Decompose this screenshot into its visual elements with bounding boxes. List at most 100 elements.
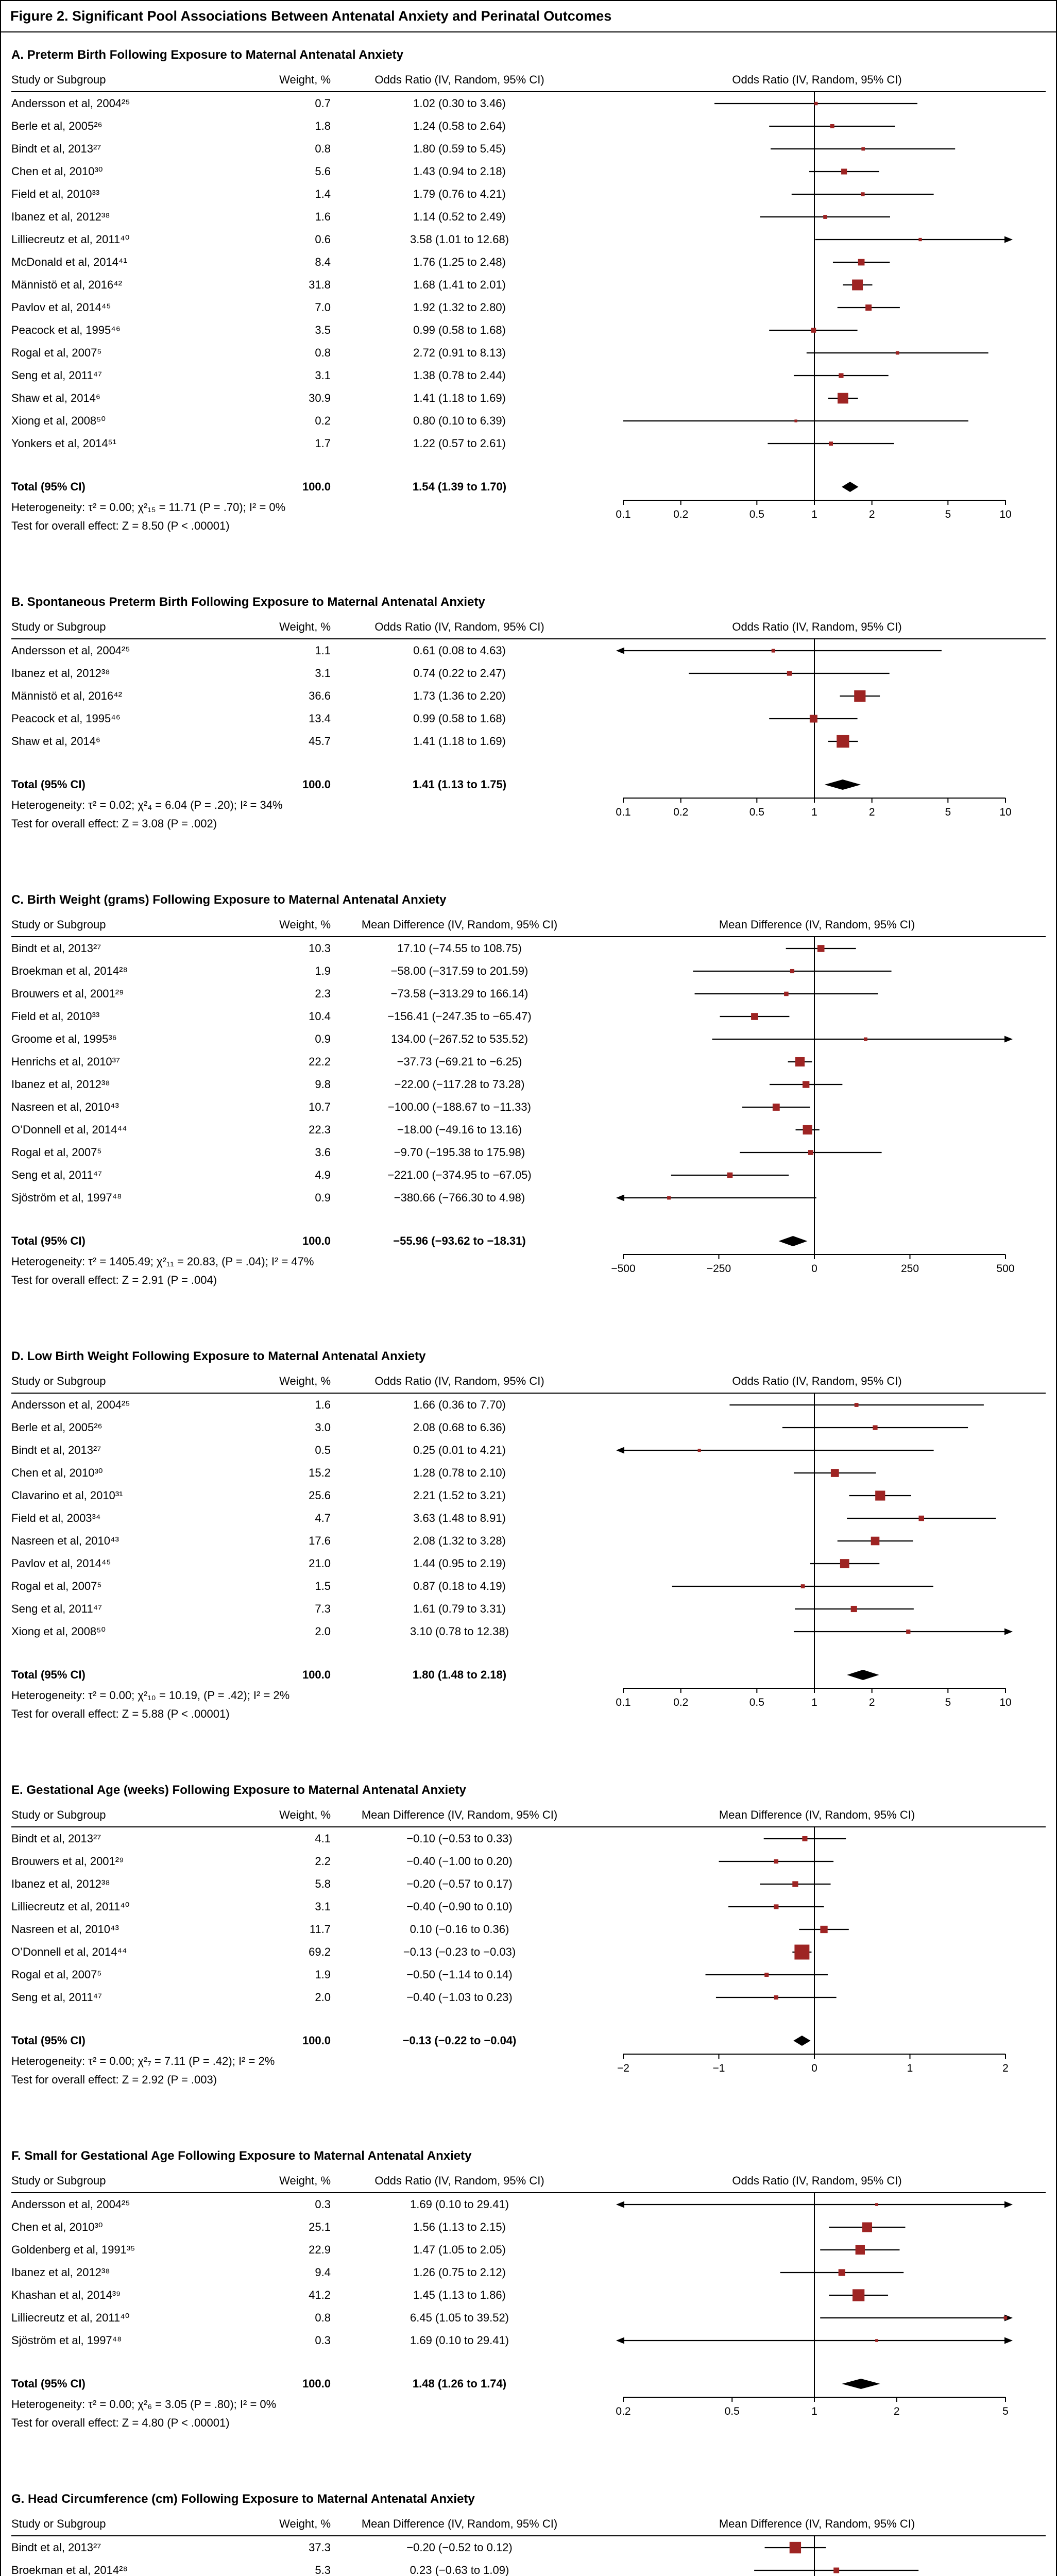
study-weight: 7.0 [315, 300, 331, 314]
total-effect: 1.54 (1.39 to 1.70) [412, 480, 507, 493]
study-name: McDonald et al, 2014⁴¹ [11, 255, 127, 268]
overall-test-text: Test for overall effect: Z = 2.91 (P = .… [11, 1274, 217, 1286]
study-effect: 1.14 (0.52 to 2.49) [413, 210, 506, 223]
forest-plot-E: −2 −1 0 1 2 [617, 1827, 1009, 2074]
study-name: Chen et al, 2010³⁰ [11, 164, 103, 178]
study-row: Brouwers et al, 2001²⁹ 2.3 −73.58 (−313.29… [11, 982, 1046, 1005]
study-effect: 1.43 (0.94 to 2.18) [413, 164, 506, 178]
study-name: Field et al, 2010³³ [11, 187, 100, 200]
column-header-study: Study or Subgroup [11, 2517, 106, 2530]
study-effect: −73.58 (−313.29 to 166.14) [390, 987, 528, 1000]
study-name: Ibanez et al, 2012³⁸ [11, 2265, 110, 2279]
study-row: Rogal et al, 2007⁵ 3.6 −9.70 (−195.38 to 1… [11, 1141, 1046, 1164]
study-row: Shaw et al, 2014⁶ 30.9 1.41 (1.18 to 1.69) [11, 387, 1046, 410]
study-name: Bindt et al, 2013²⁷ [11, 2540, 101, 2554]
study-weight: 10.4 [309, 1009, 331, 1023]
study-row: Chen et al, 2010³⁰ 15.2 1.28 (0.78 to 2.10… [11, 1462, 1046, 1484]
forest-body: Bindt et al, 2013²⁷ 37.3 −0.20 (−0.52 to 0… [11, 2536, 1046, 2576]
study-effect: −0.10 (−0.53 to 0.33) [406, 1832, 513, 1845]
study-weight: 9.8 [315, 1077, 331, 1091]
overall-test-text: Test for overall effect: Z = 8.50 (P < .… [11, 519, 230, 532]
axis-tick-label: 500 [996, 1263, 1014, 1275]
axis-tick-label: 0.2 [673, 806, 688, 818]
study-effect: 2.08 (1.32 to 3.28) [413, 1534, 506, 1547]
heterogeneity-text: Heterogeneity: τ² = 0.02; χ²₄ = 6.04 (P … [11, 799, 283, 811]
study-row: Pavlov et al, 2014⁴⁵ 7.0 1.92 (1.32 to 2.8… [11, 296, 1046, 319]
study-row: Chen et al, 2010³⁰ 5.6 1.43 (0.94 to 2.18) [11, 160, 1046, 183]
panel-title-F: F. Small for Gestational Age Following E… [11, 2149, 472, 2163]
column-header-weight: Weight, % [279, 2174, 331, 2187]
study-weight: 4.1 [315, 1832, 331, 1845]
column-header-weight: Weight, % [279, 2517, 331, 2530]
study-weight: 5.6 [315, 164, 331, 178]
study-name: Field et al, 2003³⁴ [11, 1511, 101, 1524]
study-effect: −0.20 (−0.52 to 0.12) [406, 2540, 513, 2554]
study-weight: 1.8 [315, 119, 331, 132]
column-header-weight: Weight, % [279, 1374, 331, 1387]
study-row: Bindt et al, 2013²⁷ 0.5 0.25 (0.01 to 4.21… [11, 1439, 1046, 1462]
study-effect: −18.00 (−49.16 to 13.16) [397, 1123, 522, 1136]
study-row: Männistö et al, 2016⁴² 36.6 1.73 (1.36 to … [11, 685, 1046, 707]
axis-tick-label: 0.5 [725, 2405, 740, 2417]
study-weight: 0.5 [315, 1443, 331, 1456]
study-weight: 2.2 [315, 1854, 331, 1868]
axis-tick-label: 250 [901, 1263, 919, 1275]
study-row: Xiong et al, 2008⁵⁰ 0.2 0.80 (0.10 to 6.39… [11, 410, 1046, 432]
study-row: Ibanez et al, 2012³⁸ 3.1 0.74 (0.22 to 2.4… [11, 662, 1046, 685]
column-header-weight: Weight, % [279, 1808, 331, 1821]
axis-tick-label: 0.1 [616, 1697, 630, 1708]
heterogeneity-text: Heterogeneity: τ² = 1405.49; χ²₁₁ = 20.8… [11, 1255, 314, 1268]
study-row: Seng et al, 2011⁴⁷ 7.3 1.61 (0.79 to 3.31) [11, 1598, 1046, 1620]
study-weight: 5.3 [315, 2563, 331, 2576]
study-name: Broekman et al, 2014²⁸ [11, 2563, 128, 2576]
study-name: Lilliecreutz et al, 2011⁴⁰ [11, 232, 130, 246]
axis-tick-label: 0.5 [749, 806, 764, 818]
study-weight: 1.4 [315, 187, 331, 200]
study-weight: 10.3 [309, 941, 331, 955]
axis-tick-label: 0.2 [673, 1697, 688, 1708]
forest-panel-C: C. Birth Weight (grams) Following Exposu… [1, 893, 1056, 1320]
axis-tick-label: 0.2 [616, 2405, 630, 2417]
study-row: Lilliecreutz et al, 2011⁴⁰ 0.6 3.58 (1.01 … [11, 228, 1046, 251]
study-name: Clavarino et al, 2010³¹ [11, 1488, 123, 1502]
forest-body: Andersson et al, 2004²⁵ 0.7 1.02 (0.30 to … [11, 92, 1046, 535]
total-weight: 100.0 [302, 777, 331, 791]
study-effect: −0.13 (−0.23 to −0.03) [403, 1945, 516, 1958]
column-header-weight: Weight, % [279, 620, 331, 633]
study-row: Rogal et al, 2007⁵ 0.8 2.72 (0.91 to 8.13) [11, 342, 1046, 364]
study-weight: 11.7 [309, 1922, 331, 1936]
study-name: Nasreen et al, 2010⁴³ [11, 1100, 119, 1113]
study-effect: 1.45 (1.13 to 1.86) [413, 2288, 506, 2301]
study-name: Goldenberg et al, 1991³⁵ [11, 2243, 135, 2256]
study-weight: 13.4 [309, 711, 331, 725]
study-weight: 1.1 [315, 643, 331, 657]
study-weight: 0.8 [315, 346, 331, 359]
study-name: Shaw et al, 2014⁶ [11, 734, 100, 748]
column-header-study: Study or Subgroup [11, 2174, 106, 2187]
study-weight: 1.9 [315, 1968, 331, 1981]
study-row: Goldenberg et al, 1991³⁵ 22.9 1.47 (1.05 t… [11, 2239, 1046, 2261]
study-row: Bindt et al, 2013²⁷ 0.8 1.80 (0.59 to 5.45… [11, 138, 1046, 160]
study-row: Chen et al, 2010³⁰ 25.1 1.56 (1.13 to 2.15… [11, 2216, 1046, 2239]
panel-title-D: D. Low Birth Weight Following Exposure t… [11, 1349, 426, 1363]
study-row: Broekman et al, 2014²⁸ 5.3 0.23 (−0.63 to … [11, 2559, 1046, 2576]
study-weight: 3.5 [315, 323, 331, 336]
study-weight: 0.2 [315, 414, 331, 427]
forest-panel-G: G. Head Circumference (cm) Following Exp… [1, 2492, 1056, 2576]
column-headers: Study or Subgroup Weight, % Mean Differenc… [11, 913, 1046, 937]
total-effect: −0.13 (−0.22 to −0.04) [402, 2033, 517, 2047]
overall-test-text: Test for overall effect: Z = 5.88 (P < .… [11, 1707, 230, 1720]
study-weight: 0.8 [315, 142, 331, 155]
study-weight: 7.3 [315, 1602, 331, 1615]
study-effect: 0.10 (−0.16 to 0.36) [410, 1922, 509, 1936]
forest-plot-A: 0.1 0.2 0.5 1 2 5 10 [616, 92, 1013, 520]
study-effect: 0.25 (0.01 to 4.21) [413, 1443, 506, 1456]
study-weight: 9.4 [315, 2265, 331, 2279]
study-name: Khashan et al, 2014³⁹ [11, 2288, 121, 2301]
total-row: Total (95% CI) 100.0 1.48 (1.26 to 1.74) [11, 2372, 1046, 2395]
study-name: Chen et al, 2010³⁰ [11, 1466, 103, 1479]
study-name: Shaw et al, 2014⁶ [11, 391, 100, 404]
study-row: Field et al, 2010³³ 1.4 1.79 (0.76 to 4.21… [11, 183, 1046, 206]
